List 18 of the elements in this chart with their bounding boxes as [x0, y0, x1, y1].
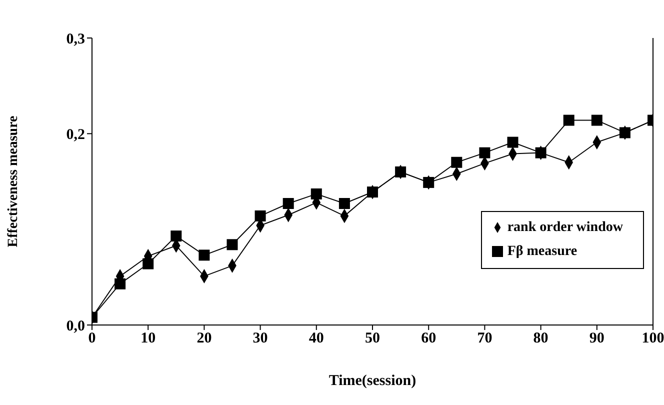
x-tick-label: 70: [477, 330, 492, 347]
x-tick-label: 50: [365, 330, 380, 347]
x-tick-label: 80: [533, 330, 548, 347]
legend-label: rank order window: [507, 220, 623, 235]
x-axis-title: Time(session): [328, 373, 416, 389]
legend-label: Fβ measure: [507, 244, 578, 259]
x-tick-label: 20: [196, 330, 212, 347]
x-tick-label: 60: [421, 330, 436, 347]
y-tick-label: 0,2: [66, 126, 85, 143]
y-tick-label: 0,0: [66, 318, 85, 334]
x-tick-label: 40: [308, 330, 324, 347]
x-tick-label: 10: [140, 330, 156, 347]
y-tick-label: 0,3: [66, 31, 85, 48]
y-axis-title: Effectiveness measure: [6, 116, 21, 248]
x-tick-label: 100: [642, 330, 664, 347]
x-tick-label: 90: [589, 330, 604, 347]
x-tick-label: 30: [252, 330, 268, 347]
x-tick-label: 0: [88, 330, 96, 347]
